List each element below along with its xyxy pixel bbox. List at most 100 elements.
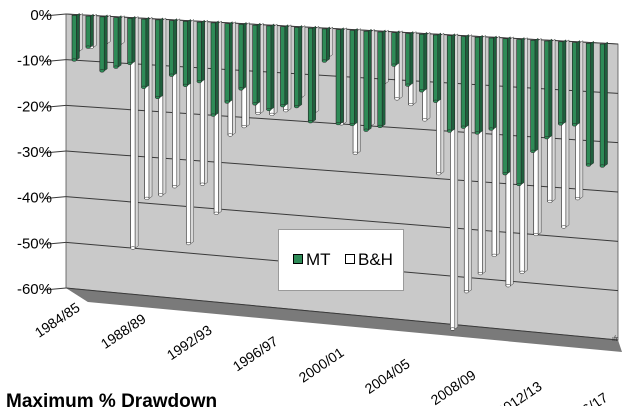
bar-bh-cap	[130, 246, 136, 250]
bar-mt-cap	[196, 80, 202, 84]
x-tick-label: 1992/93	[164, 321, 215, 363]
bar-mt-side	[520, 37, 525, 185]
bar-mt-cap	[572, 123, 578, 127]
bar-mt-side	[131, 15, 136, 64]
bar-bh-side	[246, 22, 250, 127]
bar-bh-side	[315, 25, 320, 113]
bar-mt	[99, 16, 105, 72]
bar-mt-side	[270, 23, 275, 110]
bar-bh-cap	[394, 97, 400, 101]
bar-bh-cap	[186, 242, 191, 246]
bar-mt-side	[395, 30, 400, 66]
bar-bh-side	[524, 37, 528, 273]
bar-mt-cap	[113, 65, 119, 69]
bar-mt-cap	[488, 127, 494, 131]
bar-bh-cap	[199, 182, 205, 186]
bar-bh-side	[162, 17, 167, 196]
bar-mt-cap	[585, 163, 591, 167]
bar-mt	[182, 21, 188, 86]
bars-group	[71, 12, 608, 331]
bar-mt-side	[312, 25, 316, 123]
bar-bh-side	[496, 35, 500, 256]
bar-mt-side	[368, 28, 372, 131]
bar-mt	[335, 29, 341, 124]
bar-mt-cap	[433, 99, 439, 103]
bar-bh-cap	[213, 211, 219, 215]
bar-mt-cap	[99, 69, 105, 73]
bar-mt	[363, 30, 369, 131]
bar-mt-side	[90, 13, 94, 48]
bar-mt	[349, 30, 355, 125]
bar-bh-cap	[352, 151, 358, 155]
bar-mt-side	[409, 31, 414, 86]
bar-bh-cap	[450, 327, 456, 331]
bar-bh-cap	[533, 232, 539, 237]
bar-mt-side	[229, 21, 233, 103]
bar-mt	[224, 23, 230, 103]
bar-mt-cap	[599, 164, 605, 168]
bar-bh-side	[107, 14, 111, 44]
bar-mt	[460, 36, 466, 128]
bar-mt-cap	[182, 83, 188, 87]
y-tick-label: -30%	[17, 144, 52, 161]
bar-mt-side	[145, 16, 150, 88]
bar-mt-cap	[502, 172, 508, 176]
bar-bh-side	[273, 23, 278, 115]
bar-mt-cap	[71, 58, 77, 62]
bar-mt-side	[423, 31, 428, 92]
corner-mark: ıfr	[612, 336, 619, 343]
bar-bh-side	[343, 27, 347, 125]
bar-mt-cap	[558, 122, 564, 126]
x-tick-label: 2004/05	[362, 355, 413, 397]
bar-bh-side	[287, 24, 292, 111]
bar-bh-cap	[547, 199, 553, 203]
bar-mt-side	[243, 22, 247, 90]
bar-mt-cap	[141, 85, 147, 89]
bar-mt	[558, 41, 564, 125]
bar-mt	[85, 15, 91, 48]
bar-mt-cap	[252, 102, 258, 106]
bar-mt	[321, 28, 327, 62]
bar-bh-side	[301, 25, 306, 98]
legend-label-bh: B&H	[358, 250, 393, 269]
y-tick-label: 0%	[30, 7, 52, 24]
bar-mt-side	[507, 36, 511, 175]
bar-mt-side	[437, 32, 441, 102]
bar-bh-side	[204, 19, 208, 185]
legend-label-mt: MT	[306, 250, 331, 269]
bar-bh-cap	[255, 111, 261, 116]
bar-mt-cap	[474, 131, 480, 135]
bar-mt-cap	[516, 182, 522, 187]
bar-bh-cap	[227, 133, 233, 137]
bar-bh-side	[454, 33, 458, 330]
bar-bh-cap	[491, 253, 497, 257]
bar-bh-side	[399, 30, 403, 100]
gridline-side	[43, 241, 67, 245]
bar-bh-side	[579, 40, 584, 200]
bar-bh-cap	[172, 185, 178, 189]
bar-mt-side	[104, 14, 108, 72]
bar-mt	[585, 42, 591, 166]
bar-bh-side	[218, 20, 222, 214]
bar-mt	[544, 40, 550, 138]
bar-mt	[391, 32, 397, 66]
bar-bh-side	[357, 28, 361, 154]
bar-mt	[419, 33, 425, 92]
bar-mt	[252, 24, 258, 105]
bar-mt-side	[534, 37, 539, 152]
gridline-side	[43, 104, 67, 108]
bar-mt-cap	[224, 100, 230, 104]
gridline-side	[43, 287, 67, 291]
bar-bh-side	[440, 32, 445, 175]
bar-mt-cap	[127, 61, 133, 65]
bar-mt	[196, 21, 202, 82]
bar-mt-side	[201, 19, 205, 82]
bar-mt-side	[215, 20, 219, 116]
bar-mt-cap	[460, 125, 466, 129]
bar-bh-side	[482, 35, 486, 274]
bar-mt-cap	[238, 87, 244, 91]
bar-mt	[516, 39, 522, 185]
bar-bh-side	[176, 18, 181, 188]
bar-mt	[113, 17, 119, 68]
y-tick-label: -60%	[17, 281, 52, 298]
